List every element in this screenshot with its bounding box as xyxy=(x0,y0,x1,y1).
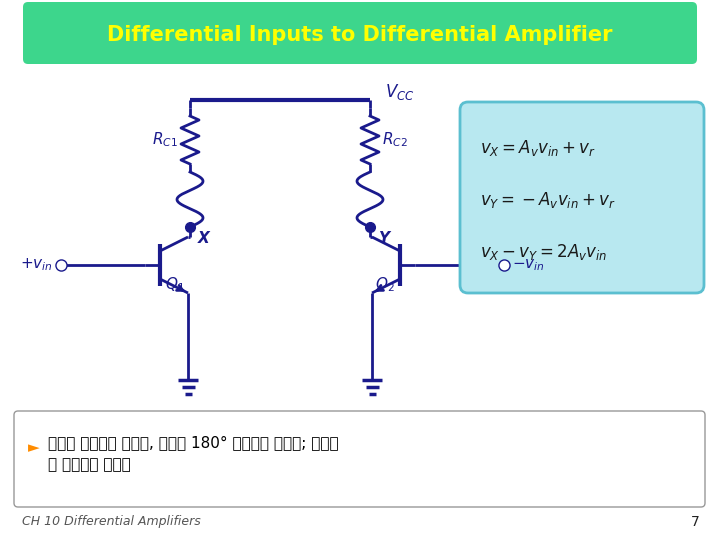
Text: $Q_1$: $Q_1$ xyxy=(165,275,185,294)
Text: $-v_{in}$: $-v_{in}$ xyxy=(512,257,545,273)
Text: $V_{CC}$: $V_{CC}$ xyxy=(385,82,415,102)
Text: $v_X - v_Y = 2A_v v_{in}$: $v_X - v_Y = 2A_v v_{in}$ xyxy=(480,242,608,262)
Text: ►: ► xyxy=(28,441,40,456)
Text: $v_Y = -A_v v_{in} + v_r$: $v_Y = -A_v v_{in} + v_r$ xyxy=(480,190,616,210)
FancyBboxPatch shape xyxy=(14,411,705,507)
Text: $+v_{in}$: $+v_{in}$ xyxy=(20,256,53,273)
Text: 7: 7 xyxy=(691,515,700,529)
Text: $Q_2$: $Q_2$ xyxy=(375,275,395,294)
Text: X: X xyxy=(198,231,210,246)
FancyBboxPatch shape xyxy=(460,102,704,293)
Text: 입력을 차동으로 넣으면, 출력은 180° 위상차를 보이고; 차동으: 입력을 차동으로 넣으면, 출력은 180° 위상차를 보이고; 차동으 xyxy=(48,435,338,450)
Text: $R_{C2}$: $R_{C2}$ xyxy=(382,131,408,150)
Text: $v_X = A_v v_{in} + v_r$: $v_X = A_v v_{in} + v_r$ xyxy=(480,138,596,158)
Text: $R_{C1}$: $R_{C1}$ xyxy=(152,131,178,150)
Text: 로 감지하면 개선됨: 로 감지하면 개선됨 xyxy=(48,457,131,472)
Text: Differential Inputs to Differential Amplifier: Differential Inputs to Differential Ampl… xyxy=(107,25,613,45)
FancyBboxPatch shape xyxy=(23,2,697,64)
Text: Y: Y xyxy=(378,231,389,246)
Text: CH 10 Differential Amplifiers: CH 10 Differential Amplifiers xyxy=(22,516,201,529)
